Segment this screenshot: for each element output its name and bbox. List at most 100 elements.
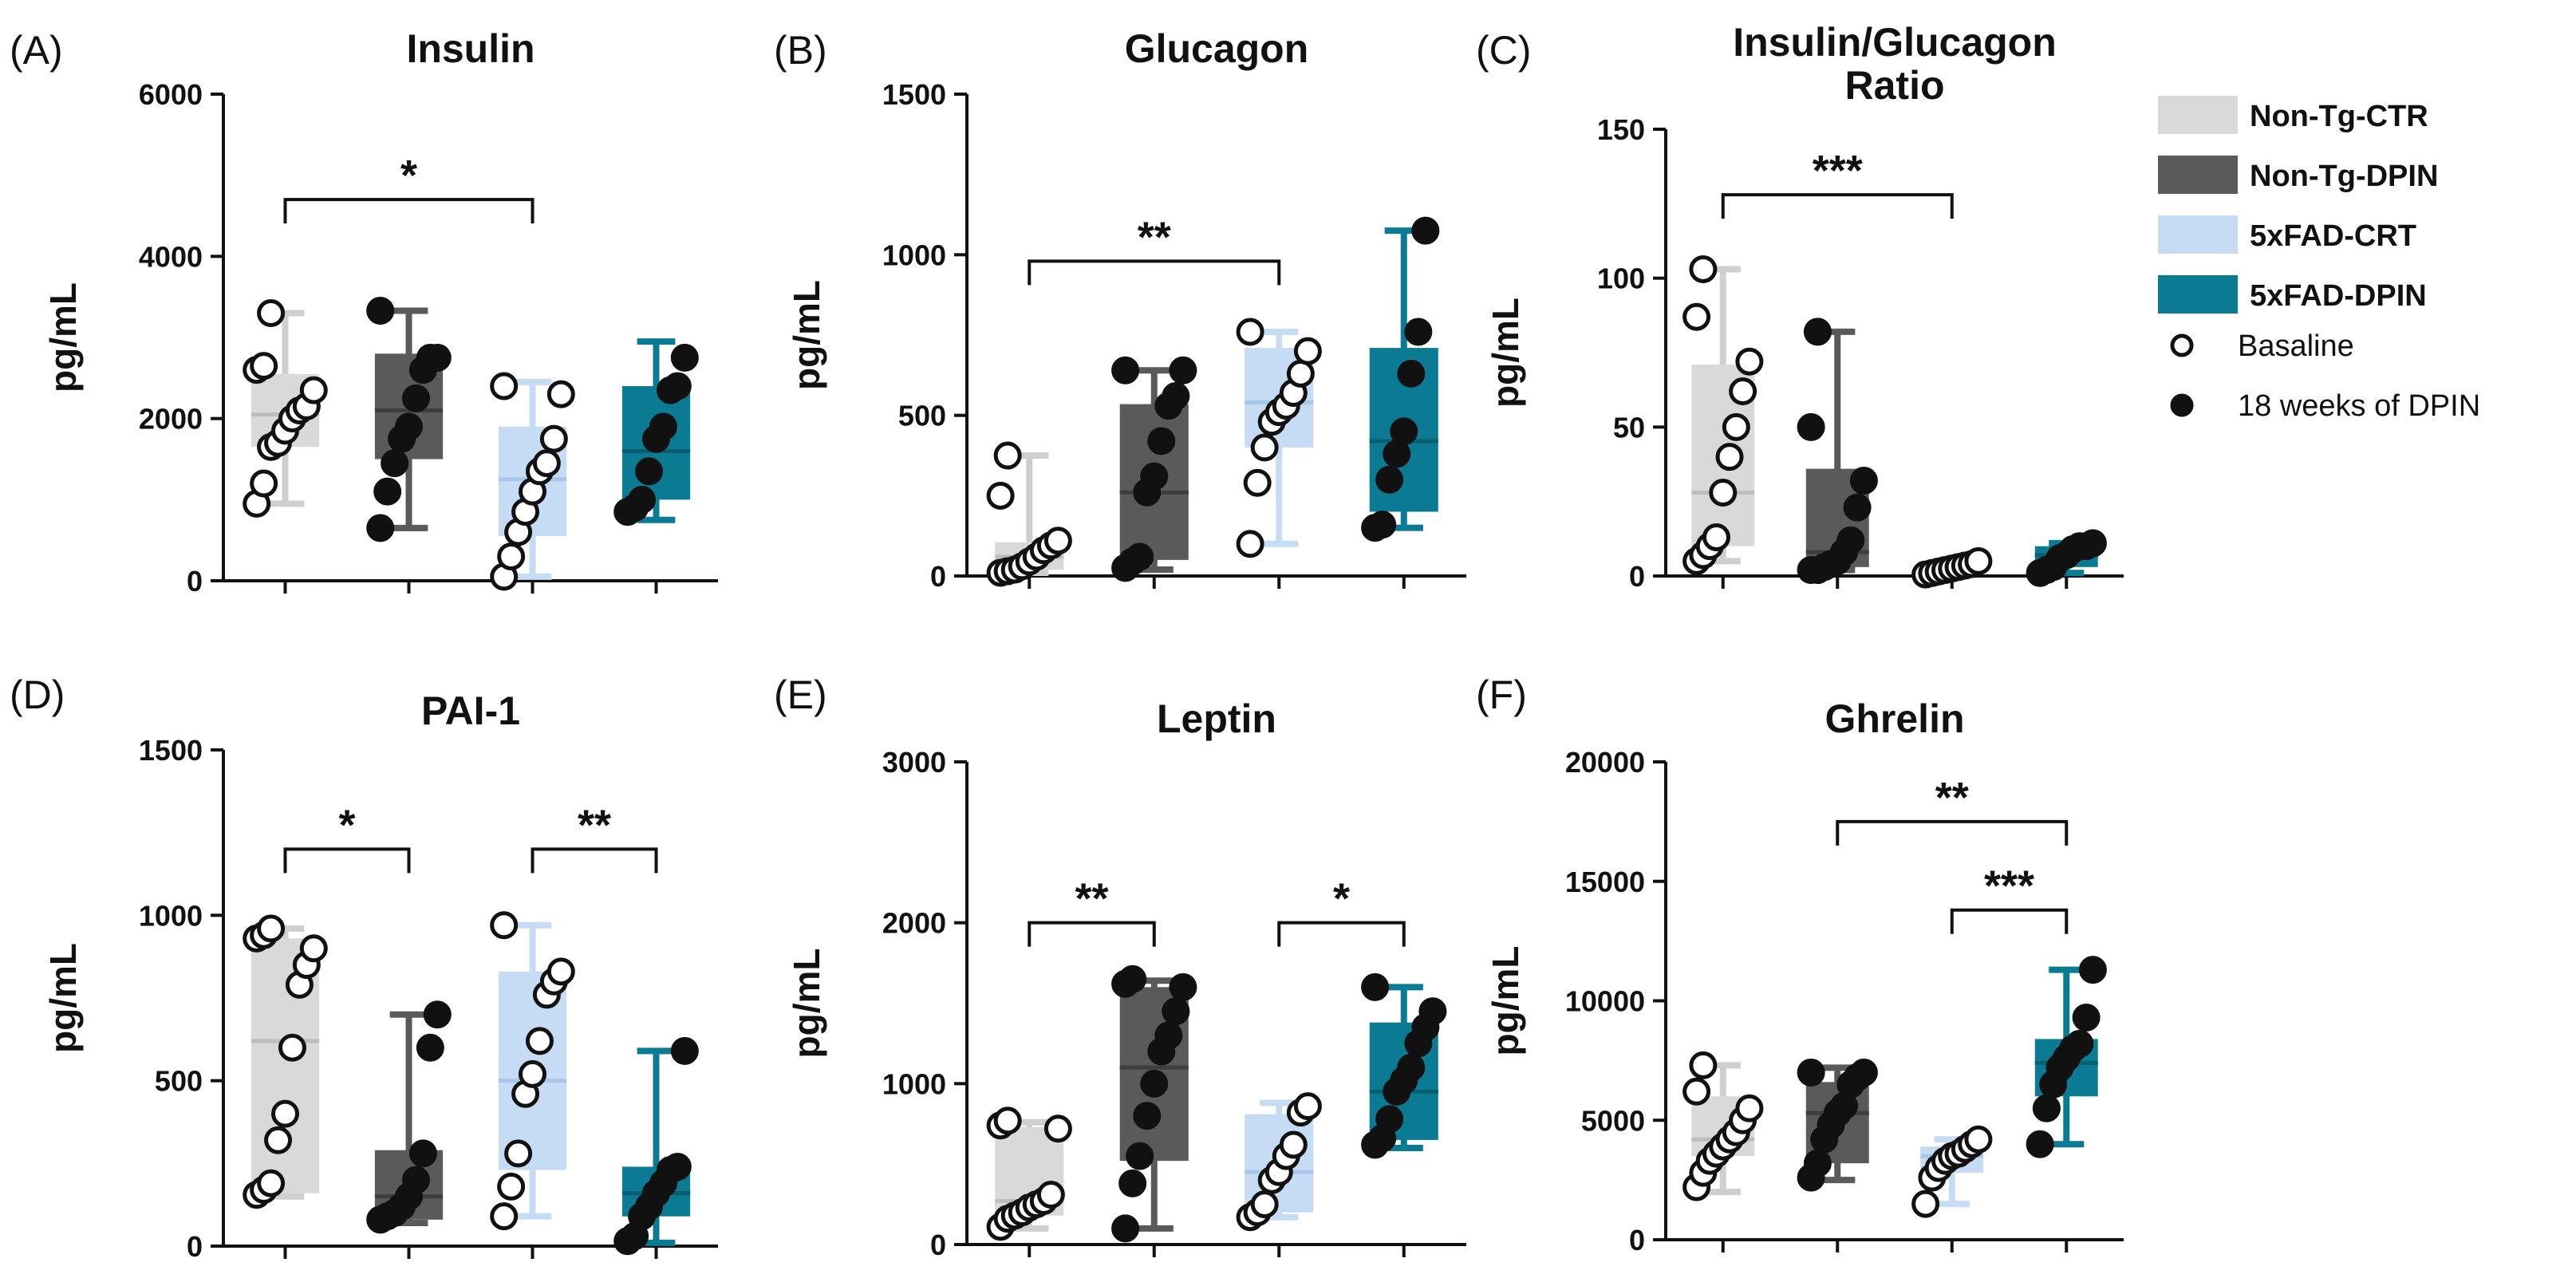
data-point-filled xyxy=(1140,1069,1169,1098)
significance-label: * xyxy=(1333,875,1350,923)
panel-label: (F) xyxy=(1476,673,1527,717)
data-point-filled xyxy=(2072,1003,2101,1032)
significance-label: ** xyxy=(1138,213,1171,261)
data-point-open xyxy=(1243,468,1272,497)
data-point-filled xyxy=(1133,1102,1162,1130)
bracket-line xyxy=(1721,193,1954,219)
data-point-filled xyxy=(1361,972,1390,1001)
significance-bracket: ** xyxy=(1836,774,2069,846)
data-point-open xyxy=(1729,377,1757,406)
y-axis-label: pg/mL xyxy=(1485,946,1526,1056)
data-point-filled xyxy=(366,296,395,325)
data-point-filled xyxy=(1147,427,1176,456)
data-point-filled xyxy=(1162,997,1190,1026)
y-tick-label: 4000 xyxy=(139,240,203,273)
data-point-filled xyxy=(1383,440,1411,468)
data-point-filled xyxy=(670,1036,699,1065)
significance-bracket: ** xyxy=(1028,875,1156,947)
legend-item: Non-Tg-DPIN xyxy=(2158,156,2438,194)
significance-bracket: ** xyxy=(1028,213,1281,286)
panel-label: (C) xyxy=(1476,28,1531,73)
legend-swatch xyxy=(2158,96,2238,134)
data-point-open xyxy=(497,542,526,570)
chart-title: Ghrelin xyxy=(1825,696,1964,741)
data-point-open xyxy=(490,372,519,400)
data-point-filled xyxy=(401,384,430,412)
data-point-filled xyxy=(670,343,699,372)
box-non-tg-dpin xyxy=(1797,318,1878,585)
legend-swatch xyxy=(2158,215,2238,254)
data-point-open xyxy=(278,1033,306,1062)
data-point-open xyxy=(1250,433,1279,462)
y-tick-label: 3000 xyxy=(882,746,946,779)
y-tick-label: 20000 xyxy=(1565,746,1645,779)
data-point-filled xyxy=(1140,462,1169,491)
data-point-filled xyxy=(1154,1021,1183,1050)
legend: Non-Tg-CTR Non-Tg-DPIN 5xFAD-CRT 5xFAD-DPIN… xyxy=(2158,96,2480,423)
data-point-filled xyxy=(2078,529,2107,558)
data-point-open xyxy=(986,481,1015,510)
y-tick-label: 0 xyxy=(1629,1224,1645,1256)
significance-label: ** xyxy=(578,801,611,849)
box-non-tg-ctr xyxy=(1682,1051,1764,1201)
box-non-tg-dpin xyxy=(366,296,452,542)
data-point-open xyxy=(271,1099,299,1128)
significance-bracket: * xyxy=(283,801,411,874)
bracket-line xyxy=(1028,921,1156,947)
data-point-filled xyxy=(1397,359,1426,388)
data-point-open xyxy=(497,1172,526,1201)
box-5xfad-dpin xyxy=(2026,529,2107,587)
data-point-open xyxy=(1964,546,1993,575)
data-point-open xyxy=(1689,1051,1718,1079)
y-tick-label: 1000 xyxy=(882,239,946,271)
data-point-open xyxy=(1293,1092,1322,1121)
data-point-filled xyxy=(1404,318,1433,346)
box-5xfad-crt xyxy=(1911,1125,1993,1218)
data-point-filled xyxy=(1111,1214,1140,1243)
y-tick-label: 1000 xyxy=(139,899,203,932)
legend-label: 18 weeks of DPIN xyxy=(2238,389,2480,423)
box-5xfad-dpin xyxy=(1361,216,1440,542)
legend-item: 5xFAD-CRT xyxy=(2158,215,2416,254)
box-non-tg-ctr xyxy=(243,299,328,518)
data-point-open xyxy=(1722,412,1750,441)
data-point-open xyxy=(257,1169,286,1197)
data-point-open xyxy=(1964,1125,1993,1154)
y-tick-label: 0 xyxy=(930,560,946,593)
box-5xfad-crt xyxy=(1236,318,1322,558)
data-point-open xyxy=(1250,1190,1279,1219)
significance-bracket: * xyxy=(1277,875,1406,947)
data-point-filled xyxy=(1162,382,1190,411)
y-tick-label: 0 xyxy=(1629,560,1645,593)
box-5xfad-dpin xyxy=(1361,972,1447,1159)
y-axis-label: pg/mL xyxy=(1485,298,1526,408)
data-point-filled xyxy=(649,412,677,441)
data-point-open xyxy=(257,914,286,943)
bracket-line xyxy=(1836,819,2069,846)
data-point-open xyxy=(257,299,286,327)
box-non-tg-ctr xyxy=(986,441,1072,587)
bracket-line xyxy=(1028,259,1281,286)
box-non-tg-ctr xyxy=(243,914,328,1209)
legend-marker-item: 18 weeks of DPIN xyxy=(2170,389,2480,423)
data-point-open xyxy=(1682,1077,1711,1106)
legend-label: Basaline xyxy=(2238,329,2354,363)
data-point-open xyxy=(1036,1180,1065,1209)
data-point-open xyxy=(1911,1189,1940,1218)
chart-title: PAI-1 xyxy=(421,688,520,733)
significance-bracket: * xyxy=(283,152,535,224)
data-point-filled xyxy=(1111,356,1140,385)
y-tick-label: 500 xyxy=(898,400,946,432)
data-point-filled xyxy=(663,372,692,400)
y-tick-label: 0 xyxy=(930,1229,946,1261)
data-point-filled xyxy=(1368,511,1397,539)
data-point-filled xyxy=(1390,417,1418,446)
filled-marker-icon xyxy=(2170,393,2194,417)
data-point-filled xyxy=(2026,1130,2054,1158)
box-non-tg-dpin xyxy=(366,1000,452,1234)
y-tick-label: 0 xyxy=(187,565,203,598)
data-point-filled xyxy=(1169,356,1197,385)
y-axis-label: pg/mL xyxy=(42,282,84,393)
data-point-filled xyxy=(395,412,423,441)
